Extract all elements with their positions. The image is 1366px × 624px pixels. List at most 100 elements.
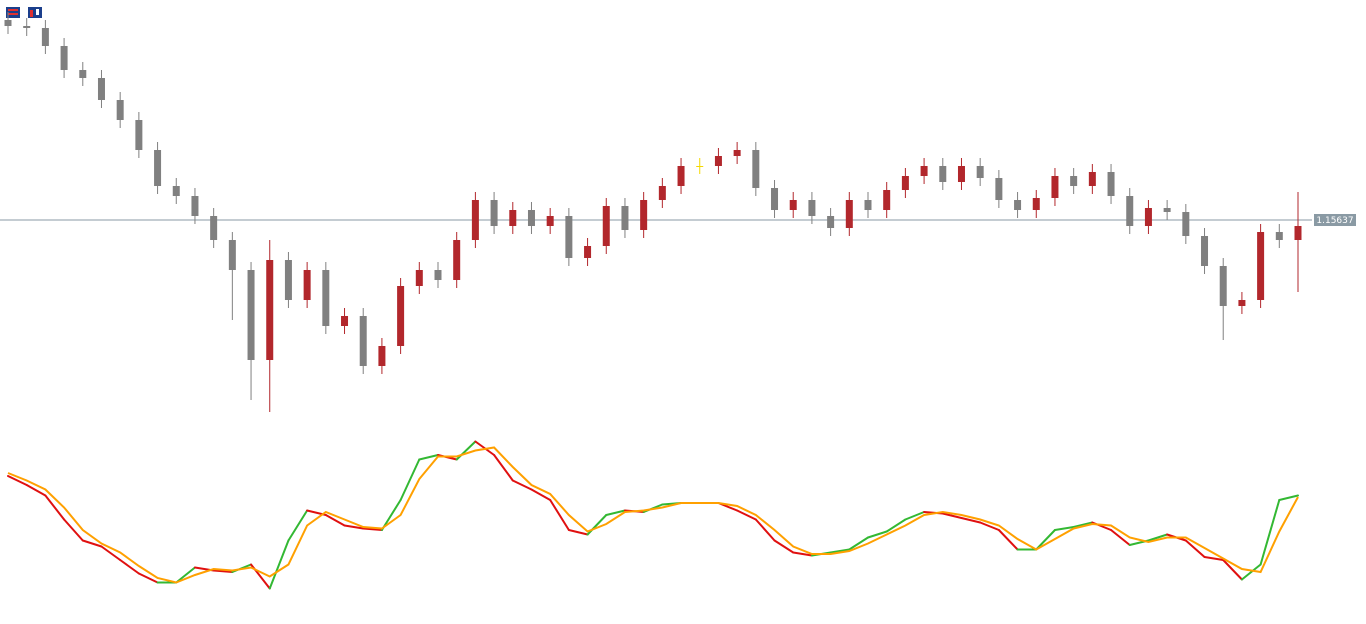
main-line-segment bbox=[175, 566, 196, 584]
icon-part bbox=[8, 13, 18, 15]
main-line-segment bbox=[362, 527, 383, 531]
main-line-segment bbox=[268, 539, 290, 590]
main-line-segment bbox=[511, 479, 533, 491]
candle-body bbox=[789, 200, 797, 210]
candle-body bbox=[1107, 172, 1115, 196]
main-line-segment bbox=[380, 499, 402, 531]
candle-body bbox=[995, 178, 1003, 200]
signal-line bbox=[7, 446, 1299, 584]
candle-body bbox=[210, 216, 218, 240]
main-line-segment bbox=[119, 559, 140, 575]
main-line-segment bbox=[493, 454, 514, 482]
candle-body bbox=[322, 270, 330, 326]
candle-body bbox=[41, 28, 49, 46]
candle-body bbox=[1126, 196, 1134, 226]
candle-body bbox=[1163, 208, 1171, 212]
icon-part bbox=[30, 10, 33, 17]
candle-body bbox=[808, 200, 816, 216]
main-line-segment bbox=[1278, 494, 1299, 501]
candle-body bbox=[658, 186, 666, 200]
main-line-segment bbox=[1147, 533, 1169, 542]
main-line-segment bbox=[63, 518, 84, 542]
candle-body bbox=[509, 210, 517, 226]
main-line-segment bbox=[1053, 526, 1075, 531]
main-line-segment bbox=[867, 530, 888, 539]
main-line-segment bbox=[418, 454, 439, 461]
candle-body bbox=[60, 46, 68, 70]
main-line-segment bbox=[530, 488, 552, 501]
candle-body bbox=[845, 200, 853, 228]
price-label-box bbox=[1314, 214, 1356, 226]
candle-body bbox=[939, 166, 947, 182]
candle-body bbox=[172, 186, 180, 196]
main-line-segment bbox=[829, 548, 851, 554]
candle-body bbox=[1182, 212, 1190, 236]
candle-body bbox=[1275, 232, 1283, 240]
candle-body bbox=[191, 196, 199, 216]
main-line-segment bbox=[848, 536, 869, 551]
main-line-segment bbox=[1240, 563, 1262, 581]
candle-body bbox=[1070, 176, 1078, 186]
main-line-segment bbox=[549, 499, 570, 531]
icon bbox=[6, 7, 20, 18]
candle-body bbox=[1238, 300, 1246, 306]
candle-body bbox=[228, 240, 236, 270]
icon bbox=[28, 7, 42, 18]
main-line-segment bbox=[324, 514, 346, 527]
main-line-segment bbox=[941, 512, 963, 519]
main-line-segment bbox=[997, 529, 1019, 551]
candle-body bbox=[79, 70, 87, 78]
candle-body bbox=[453, 240, 461, 280]
main-line-segment bbox=[1259, 499, 1281, 566]
candle-body bbox=[696, 166, 704, 167]
candle-body bbox=[1144, 208, 1152, 226]
candle-body bbox=[584, 246, 592, 258]
main-line-segment bbox=[1203, 556, 1225, 561]
candle-body bbox=[546, 216, 554, 226]
candle-body bbox=[602, 206, 610, 246]
candle-body bbox=[490, 200, 498, 226]
candle-body bbox=[976, 166, 984, 178]
candle-body bbox=[1088, 172, 1096, 186]
main-line-segment bbox=[960, 517, 982, 524]
candle-body bbox=[341, 316, 349, 326]
main-line-segment bbox=[81, 539, 103, 548]
candle-body bbox=[4, 20, 12, 26]
main-line-segment bbox=[7, 475, 28, 486]
main-line-segment bbox=[343, 524, 365, 530]
candle-body bbox=[471, 200, 479, 240]
candle-body bbox=[23, 26, 31, 28]
main-line-segment bbox=[885, 518, 907, 533]
candle-body bbox=[621, 206, 629, 230]
main-line-segment bbox=[1072, 521, 1094, 528]
main-line-segment bbox=[1035, 529, 1056, 551]
candle-body bbox=[1014, 200, 1022, 210]
candle-body bbox=[864, 200, 872, 210]
main-line-segment bbox=[137, 572, 159, 584]
candle-body bbox=[771, 188, 779, 210]
candle-body bbox=[247, 270, 255, 360]
main-line-segment bbox=[25, 484, 47, 497]
candle-body bbox=[116, 100, 124, 120]
main-line-segment bbox=[904, 511, 926, 521]
candle-body bbox=[154, 150, 162, 186]
candle-body bbox=[415, 270, 423, 286]
candle-body bbox=[714, 156, 722, 166]
candle-body bbox=[901, 176, 909, 190]
candle-body bbox=[1201, 236, 1209, 266]
candle-body bbox=[303, 270, 311, 300]
candle-body bbox=[640, 200, 648, 230]
candle-body bbox=[378, 346, 386, 366]
candle-body bbox=[359, 316, 367, 366]
main-line-segment bbox=[44, 494, 66, 521]
icon-part bbox=[8, 9, 18, 11]
price-label: 1.15637 bbox=[1316, 216, 1353, 226]
candle-body bbox=[883, 190, 891, 210]
candle-body bbox=[733, 150, 741, 156]
candle-body bbox=[957, 166, 965, 182]
main-line-segment bbox=[1184, 539, 1206, 558]
candle-body bbox=[284, 260, 292, 300]
icon-part bbox=[36, 9, 39, 15]
